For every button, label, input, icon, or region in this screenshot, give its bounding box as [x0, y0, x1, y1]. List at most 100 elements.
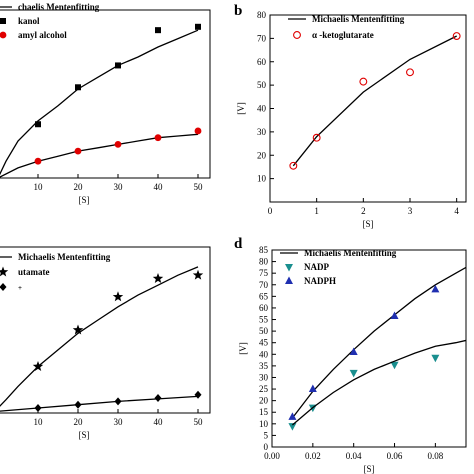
legend-label: + [18, 284, 22, 292]
y-tick-label: 10 [257, 174, 267, 184]
data-point-open-circle [312, 133, 321, 142]
y-tick-label: 30 [259, 372, 269, 382]
legend: Michaelis Mentenfitting utamate + [0, 252, 111, 292]
y-tick-label: 50 [259, 326, 269, 336]
x-tick-label: 50 [194, 417, 204, 427]
x-tick-label: 50 [194, 182, 204, 192]
legend-label: chaelis Mentenfitting [18, 2, 100, 12]
data-point-circle [154, 134, 162, 142]
data-point-star [152, 273, 164, 283]
data-point-triangle-down [288, 423, 297, 431]
legend-label: Michaelis Mentenfitting [312, 14, 405, 24]
data-point-triangle-up [285, 276, 293, 284]
data-point-open-circle [406, 68, 414, 77]
data-point-star [32, 361, 44, 371]
data-point-diamond [154, 394, 162, 403]
fit-line [0, 266, 199, 407]
data-point-open-circle [359, 77, 368, 86]
plot-frame [0, 9, 211, 179]
data-point-square [115, 62, 121, 69]
panel-c-plot: 10 20 30 40 50 [S] Michaelis Mentenfitting utam… [0, 246, 211, 440]
panel-b-letter: b [234, 3, 242, 19]
y-tick-label: 20 [257, 150, 267, 160]
panel-d-letter: d [234, 236, 243, 252]
legend-label: kanol [18, 16, 40, 26]
data-point-circle [0, 31, 7, 39]
series-group [289, 32, 461, 170]
legend: Michaelis Mentenfitting α -ketoglutarate [288, 14, 405, 40]
data-point-star [112, 291, 124, 302]
x-tick-label: 20 [74, 182, 84, 192]
fit-line [292, 35, 457, 167]
fit-line [291, 266, 466, 419]
data-point-diamond [74, 400, 82, 409]
y-tick-label: 85 [259, 245, 269, 255]
data-point-circle [194, 127, 202, 135]
y-tick-label: 60 [259, 303, 269, 313]
x-axis-label: [S] [79, 195, 90, 205]
y-tick-label: 5 [264, 430, 269, 440]
y-tick-label: 55 [259, 315, 269, 325]
x-tick-label: 0.00 [264, 451, 280, 461]
data-point-triangle-up [288, 412, 297, 420]
legend-label: α -ketoglutarate [312, 30, 374, 40]
data-point-square [155, 27, 161, 34]
panel-a-plot: 10 20 30 40 50 [S] chaelis Mentenfitting kanol a… [0, 2, 211, 205]
legend-label: NADP [304, 262, 329, 272]
data-point-triangle-up [349, 347, 358, 355]
data-point-diamond [34, 404, 42, 413]
y-tick-label: 25 [259, 384, 269, 394]
y-tick-label: 15 [259, 407, 269, 417]
panel-c: 10 20 30 40 50 [S] Michaelis Mentenfitting utam… [0, 246, 211, 440]
data-point-open-circle [289, 161, 298, 170]
y-tick-label: 80 [257, 10, 267, 20]
x-tick-label: 10 [34, 182, 44, 192]
x-axis-label: [S] [363, 219, 374, 229]
x-tick-label: 0.06 [387, 451, 403, 461]
y-tick-label: 75 [259, 268, 269, 278]
panel-b: b 0 1 2 3 4 [S] 10 20 30 40 50 60 70 80 [V] Michaelis M… [234, 3, 467, 229]
legend-label: Michaelis Mentenfitting [18, 252, 111, 262]
data-point-triangle-down [285, 264, 293, 272]
y-tick-label: 40 [257, 104, 267, 114]
data-point-triangle-up [390, 311, 399, 320]
x-axis-label: [S] [79, 430, 90, 440]
y-axis: 10 20 30 40 50 60 70 80 [V] [236, 10, 274, 184]
x-tick-label: 30 [114, 417, 124, 427]
data-point-open-circle [452, 32, 461, 40]
y-tick-label: 45 [259, 338, 269, 348]
panel-b-plot: 0 1 2 3 4 [S] 10 20 30 40 50 60 70 80 [V] Michaelis Men… [236, 10, 467, 229]
series-group [0, 266, 204, 413]
data-point-open-circle [293, 31, 301, 39]
plot-frame [271, 249, 467, 448]
series-group [0, 23, 202, 178]
legend-label: amyl alcohol [18, 30, 67, 40]
legend: Michaelis Mentenfitting NADP NADPH [280, 248, 397, 286]
x-tick-label: 2 [361, 206, 366, 216]
data-point-diamond [114, 397, 122, 406]
x-axis: 10 20 30 40 50 [S] [34, 409, 204, 440]
data-point-triangle-down [431, 354, 440, 363]
data-point-triangle-down [349, 369, 358, 378]
y-tick-label: 40 [259, 349, 269, 359]
data-point-triangle-up [431, 284, 440, 293]
x-tick-label: 4 [454, 206, 459, 216]
data-point-diamond [194, 390, 202, 399]
data-point-star [192, 269, 204, 280]
panel-a: 10 20 30 40 50 [S] chaelis Mentenfitting kanol a… [0, 2, 211, 205]
y-tick-label: 30 [257, 127, 267, 137]
y-tick-label: 65 [259, 291, 269, 301]
y-axis-label: [V] [238, 342, 248, 355]
legend-label: Michaelis Mentenfitting [304, 248, 397, 258]
x-tick-label: 10 [34, 417, 44, 427]
y-tick-label: 50 [257, 80, 267, 90]
data-point-square [195, 23, 201, 30]
x-tick-label: 0.02 [305, 451, 321, 461]
data-point-circle [74, 147, 82, 155]
fit-line [291, 339, 466, 426]
fit-line [0, 29, 199, 176]
x-tick-label: 30 [114, 182, 124, 192]
